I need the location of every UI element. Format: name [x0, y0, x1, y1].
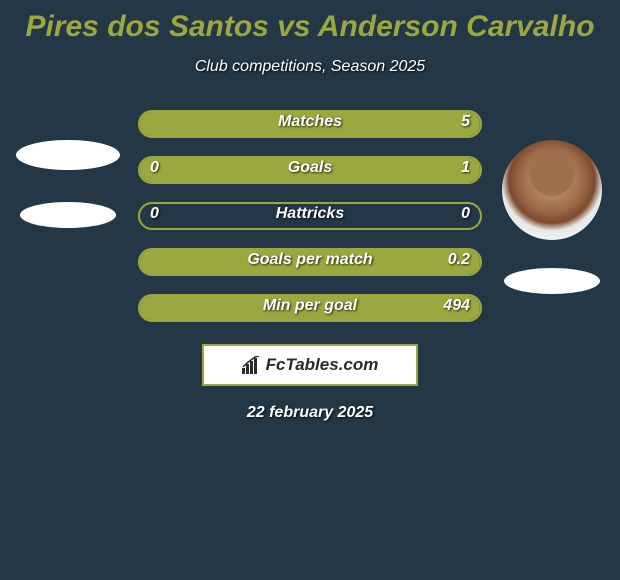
stat-row: Goals per match0.2 — [138, 248, 482, 276]
stat-value-right: 0.2 — [448, 251, 470, 269]
stat-label: Min per goal — [140, 297, 480, 315]
stat-value-right: 0 — [461, 205, 470, 223]
left-player-avatars — [8, 140, 128, 252]
page-title: Pires dos Santos vs Anderson Carvalho — [0, 0, 620, 44]
stat-value-right: 1 — [461, 159, 470, 177]
logo-text: FcTables.com — [266, 355, 379, 375]
stat-row: Goals0 1 — [138, 156, 482, 184]
club-avatar-placeholder — [504, 268, 600, 294]
fctables-icon — [242, 356, 262, 374]
stat-label: Goals per match — [140, 251, 480, 269]
player-avatar-photo — [502, 140, 602, 240]
subtitle: Club competitions, Season 2025 — [0, 58, 620, 76]
stat-value-left: 0 — [150, 205, 159, 223]
stat-label: Hattricks — [140, 205, 480, 223]
stat-value-right: 5 — [461, 113, 470, 131]
stat-label: Goals — [140, 159, 480, 177]
stats-list: Matches5Goals01Hattricks00Goals per matc… — [138, 110, 482, 322]
date-label: 22 february 2025 — [0, 404, 620, 422]
player-avatar-placeholder — [16, 140, 120, 170]
stat-row: Min per goal494 — [138, 294, 482, 322]
stat-label: Matches — [140, 113, 480, 131]
stat-row: Hattricks0 0 — [138, 202, 482, 230]
stat-value-right: 494 — [443, 297, 470, 315]
logo-box[interactable]: FcTables.com — [202, 344, 418, 386]
right-player-avatars — [492, 140, 612, 318]
club-avatar-placeholder — [20, 202, 116, 228]
stat-value-left: 0 — [150, 159, 159, 177]
comparison-content: Matches5Goals01Hattricks00Goals per matc… — [0, 110, 620, 422]
stat-row: Matches5 — [138, 110, 482, 138]
